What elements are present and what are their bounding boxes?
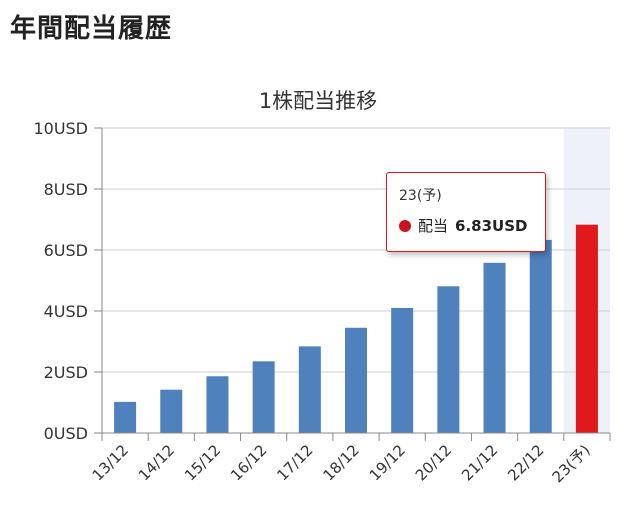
bar bbox=[206, 376, 229, 433]
bar bbox=[391, 307, 414, 433]
bar bbox=[160, 389, 183, 433]
tooltip-category: 23(予) bbox=[399, 188, 442, 204]
x-tick-label: 20/12 bbox=[412, 441, 455, 484]
bar bbox=[437, 286, 460, 433]
x-tick-label: 14/12 bbox=[135, 441, 178, 484]
bar bbox=[114, 401, 137, 433]
x-tick-label: 15/12 bbox=[181, 441, 224, 484]
x-tick-label: 13/12 bbox=[89, 441, 132, 484]
y-tick-label: 2USD bbox=[44, 363, 88, 382]
x-tick-label: 19/12 bbox=[366, 441, 409, 484]
chart-title: 1株配当推移 bbox=[259, 89, 377, 113]
x-tick-label: 16/12 bbox=[227, 441, 270, 484]
section-heading: 年間配当履歴 bbox=[10, 14, 173, 44]
y-tick-label: 8USD bbox=[44, 180, 88, 199]
y-tick-label: 10USD bbox=[33, 119, 88, 138]
bar bbox=[345, 327, 367, 433]
x-tick-label: 21/12 bbox=[458, 441, 501, 484]
tooltip-row: 配当 6.83USD bbox=[399, 215, 535, 236]
bar bbox=[298, 346, 321, 433]
bar bbox=[529, 239, 552, 433]
y-tick-label: 0USD bbox=[44, 424, 88, 443]
y-tick-label: 4USD bbox=[44, 302, 88, 321]
tooltip-value: 6.83USD bbox=[455, 216, 528, 235]
bar bbox=[252, 361, 275, 433]
x-tick-label: 23(予) bbox=[549, 441, 594, 486]
tooltip-series-label: 配当 bbox=[418, 217, 449, 235]
tooltip: 23(予) 配当 6.83USD bbox=[386, 172, 546, 252]
x-tick-label: 17/12 bbox=[273, 441, 316, 484]
bar bbox=[483, 262, 506, 433]
y-tick-label: 6USD bbox=[44, 241, 88, 260]
bar bbox=[575, 224, 598, 433]
x-tick-label: 22/12 bbox=[504, 441, 547, 484]
series-marker-icon bbox=[399, 219, 411, 232]
x-tick-label: 18/12 bbox=[320, 441, 363, 484]
